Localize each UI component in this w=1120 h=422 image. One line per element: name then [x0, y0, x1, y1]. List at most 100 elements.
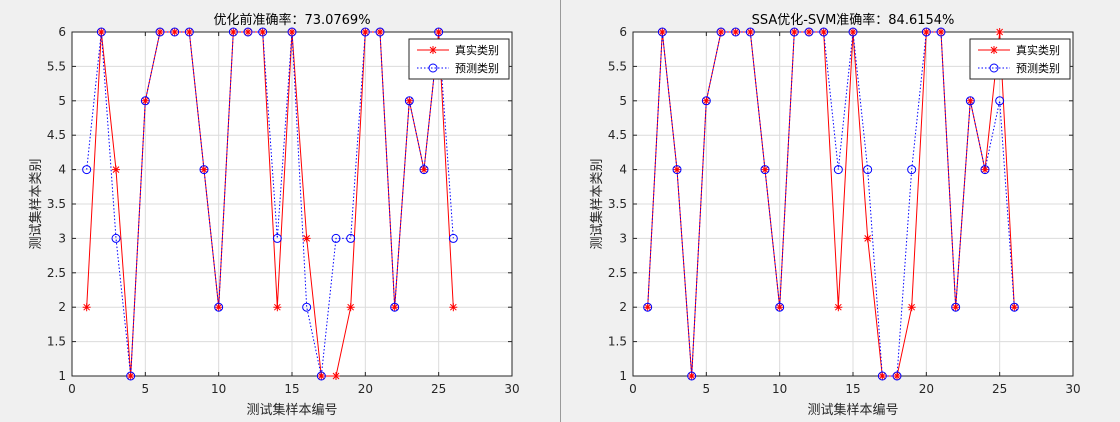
- data-point-circle: [848, 27, 858, 37]
- y-tick-label: 1: [58, 369, 66, 383]
- x-tick-label: 10: [772, 382, 787, 396]
- chart-panel-left: 0 5 10 15 20 25 30 1 1.5 2 2.5 3 3.5 4 4.5 5 5.5 6 优化前准确率：…: [28, 12, 520, 418]
- data-point-asterisk: [317, 372, 326, 380]
- data-point-circle: [228, 27, 238, 37]
- data-point-asterisk: [156, 28, 164, 36]
- data-point-asterisk: [141, 96, 150, 105]
- data-point-circle: [716, 27, 726, 37]
- y-axis-label: 测试集样本类别: [589, 158, 605, 249]
- series-line-2: [647, 31, 1015, 377]
- data-point-asterisk: [361, 28, 370, 36]
- data-point-circle: [980, 165, 990, 175]
- data-point-asterisk: [746, 28, 755, 36]
- x-tick-label: 15: [284, 382, 299, 396]
- data-point-asterisk: [687, 372, 696, 380]
- data-point-circle: [390, 302, 400, 312]
- data-point-asterisk: [449, 303, 458, 312]
- x-tick-label: 15: [845, 382, 860, 396]
- data-point-circle: [907, 165, 917, 175]
- y-tick-label: 4.5: [608, 128, 627, 142]
- x-ticks: 0 5 10 15 20 25 30: [68, 32, 520, 396]
- legend-label-2: 预测类别: [455, 61, 499, 75]
- data-point-asterisk: [214, 303, 223, 312]
- x-ticks: 0 5 10 15 20 25 30: [629, 32, 1081, 396]
- series-line-2: [86, 31, 454, 377]
- data-point-asterisk: [288, 28, 296, 36]
- data-point-circle: [434, 27, 444, 37]
- data-point-asterisk: [937, 28, 945, 36]
- data-point-circle: [272, 233, 282, 243]
- data-point-asterisk: [273, 303, 282, 312]
- data-point-circle: [804, 27, 814, 37]
- data-point-circle: [331, 233, 341, 243]
- chart-svg-left: 0 5 10 15 20 25 30 1 1.5 2 2.5 3 3.5 4 4.5 5 5.5 6 优化前准确率：…: [28, 12, 520, 418]
- data-point-circle: [419, 165, 429, 175]
- data-point-circle: [360, 27, 370, 37]
- y-tick-label: 4: [58, 163, 66, 177]
- x-tick-label: 0: [629, 382, 637, 396]
- x-tick-label: 5: [142, 382, 150, 396]
- series-markers-1: [643, 28, 1019, 380]
- data-point-asterisk: [170, 28, 179, 36]
- data-point-asterisk: [761, 165, 769, 174]
- x-tick-label: 10: [211, 382, 226, 396]
- y-tick-label: 2.5: [47, 266, 66, 280]
- data-point-circle: [448, 233, 458, 243]
- data-point-asterisk: [376, 28, 384, 36]
- data-point-circle: [687, 371, 697, 381]
- series-markers-1: [82, 28, 458, 380]
- x-tick-label: 25: [992, 382, 1007, 396]
- legend-marker-asterisk: [990, 46, 998, 54]
- data-point-asterisk: [82, 303, 91, 312]
- y-tick-label: 6: [619, 25, 627, 39]
- chart-title: 优化前准确率：73.0769%: [213, 12, 370, 28]
- data-point-asterisk: [863, 234, 872, 243]
- legend-box: [969, 38, 1071, 80]
- y-tick-label: 2: [619, 300, 627, 314]
- data-point-asterisk: [775, 303, 784, 312]
- data-point-circle: [375, 27, 385, 37]
- data-point-asterisk: [805, 28, 813, 36]
- data-point-asterisk: [893, 372, 901, 380]
- data-point-asterisk: [878, 372, 887, 380]
- data-point-circle: [745, 27, 755, 37]
- data-point-circle: [96, 27, 106, 37]
- series-markers-2: [82, 27, 458, 381]
- y-tick-label: 6: [58, 25, 66, 39]
- y-ticks: 1 1.5 2 2.5 3 3.5 4 4.5 5 5.5 6: [47, 25, 512, 383]
- y-tick-label: 4.5: [47, 128, 66, 142]
- y-tick-label: 5.5: [608, 59, 627, 73]
- data-point-circle: [316, 371, 326, 381]
- data-point-circle: [965, 96, 975, 106]
- data-point-circle: [936, 27, 946, 37]
- data-point-circle: [214, 302, 224, 312]
- data-point-circle: [877, 371, 887, 381]
- y-tick-label: 5: [619, 94, 627, 108]
- data-point-circle: [111, 233, 121, 243]
- x-tick-label: 25: [431, 382, 446, 396]
- data-point-asterisk: [258, 28, 267, 36]
- data-point-circle: [819, 27, 829, 37]
- y-tick-label: 3: [58, 231, 66, 245]
- data-point-asterisk: [97, 28, 106, 36]
- legend-label-1: 真实类别: [455, 43, 499, 57]
- data-point-asterisk: [702, 96, 711, 105]
- legend-marker-circle: [428, 63, 438, 73]
- data-point-circle: [833, 165, 843, 175]
- data-point-circle: [302, 302, 312, 312]
- data-point-circle: [170, 27, 180, 37]
- data-point-asterisk: [790, 28, 799, 36]
- data-point-circle: [731, 27, 741, 37]
- legend-box: [408, 38, 510, 80]
- chart-svg-right: 0 5 10 15 20 25 30 1 1.5 2 2.5 3 3.5 4 4.5 5 5.5 6 SSA优化-S…: [589, 12, 1081, 418]
- x-tick-label: 20: [358, 382, 373, 396]
- chart-panel-right: 0 5 10 15 20 25 30 1 1.5 2 2.5 3 3.5 4 4.5 5 5.5 6 SSA优化-S…: [561, 0, 1120, 422]
- data-point-asterisk: [420, 165, 428, 174]
- data-point-asterisk: [995, 28, 1004, 36]
- data-point-circle: [921, 27, 931, 37]
- legend-marker-asterisk: [429, 46, 437, 54]
- data-point-asterisk: [302, 234, 311, 243]
- data-point-asterisk: [834, 303, 843, 312]
- data-point-asterisk: [405, 96, 414, 105]
